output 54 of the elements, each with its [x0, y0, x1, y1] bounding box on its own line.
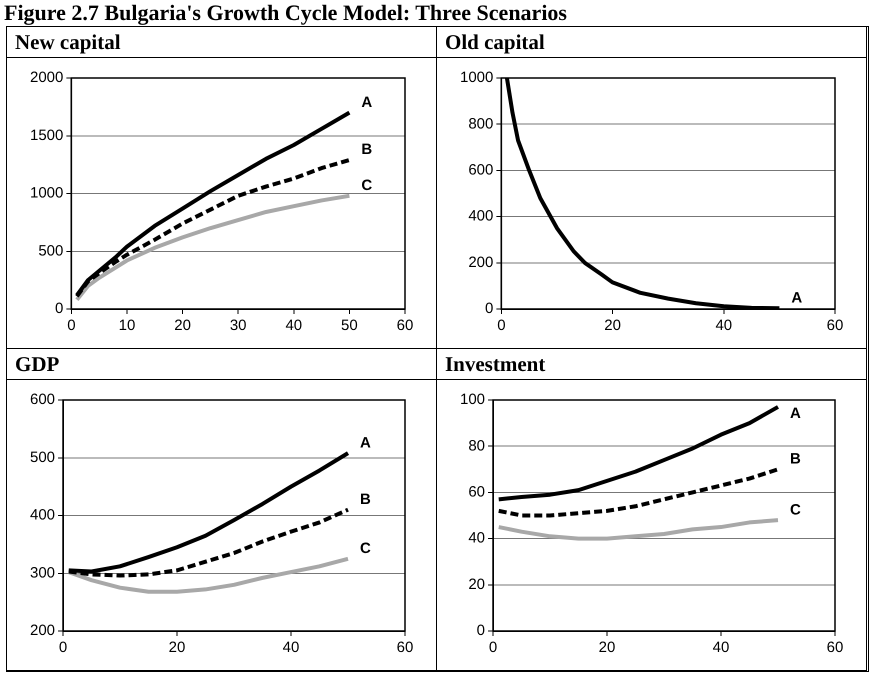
- x-tick-label: 0: [497, 317, 506, 334]
- y-tick-label: 1000: [460, 69, 494, 86]
- y-tick-label: 40: [468, 530, 486, 547]
- y-tick-label: 1500: [30, 126, 64, 144]
- series-label: C: [360, 540, 372, 557]
- series-label: A: [790, 405, 802, 422]
- y-tick-label: 800: [468, 115, 494, 132]
- y-tick-label: 100: [460, 391, 486, 408]
- x-tick-label: 60: [396, 317, 414, 334]
- y-tick-label: 60: [468, 484, 486, 501]
- y-tick-label: 20: [468, 576, 486, 593]
- x-tick-label: 20: [168, 639, 186, 656]
- series-label: C: [361, 176, 372, 194]
- x-tick-label: 30: [230, 317, 247, 334]
- series-label: B: [790, 450, 802, 468]
- y-tick-label: 0: [476, 622, 486, 640]
- y-tick-label: 600: [468, 162, 494, 179]
- x-tick-label: 20: [604, 317, 621, 334]
- x-tick-label: 20: [174, 317, 191, 334]
- y-tick-label: 300: [30, 564, 56, 582]
- series-label: B: [360, 490, 372, 508]
- y-tick-label: 400: [30, 506, 56, 524]
- y-tick-label: 200: [468, 254, 494, 271]
- x-tick-label: 10: [118, 317, 136, 334]
- chart-title: Investment: [437, 349, 866, 380]
- x-tick-label: 60: [826, 639, 844, 656]
- x-tick-label: 40: [715, 317, 732, 334]
- y-tick-label: 500: [38, 242, 64, 260]
- y-tick-label: 200: [30, 622, 56, 640]
- chart-title: New capital: [7, 27, 436, 58]
- series-label: A: [791, 289, 802, 306]
- y-tick-label: 1000: [30, 184, 64, 202]
- series-label: C: [790, 501, 802, 518]
- x-tick-label: 60: [826, 317, 844, 334]
- caption: Figure 2.7 Bulgaria's Growth Cycle Model: Three Scenarios: [4, 0, 568, 26]
- series-label: A: [360, 434, 372, 452]
- x-tick-label: 40: [712, 639, 730, 656]
- x-tick-label: 50: [341, 317, 358, 334]
- series-label: A: [361, 94, 372, 111]
- series-label: B: [361, 141, 372, 158]
- x-tick-label: 20: [598, 639, 616, 656]
- y-tick-label: 500: [30, 448, 56, 466]
- x-tick-label: 40: [282, 639, 300, 656]
- x-tick-label: 40: [285, 317, 302, 334]
- y-tick-label: 0: [55, 300, 64, 318]
- x-tick-label: 0: [67, 317, 76, 334]
- chart-title: Old capital: [437, 27, 866, 58]
- y-tick-label: 80: [468, 437, 486, 454]
- y-tick-label: 2000: [30, 69, 64, 86]
- y-tick-label: 400: [468, 208, 494, 225]
- y-tick-label: 600: [30, 391, 56, 408]
- chart-title: GDP: [7, 349, 436, 380]
- x-tick-label: 60: [396, 639, 414, 656]
- y-tick-label: 0: [485, 300, 494, 318]
